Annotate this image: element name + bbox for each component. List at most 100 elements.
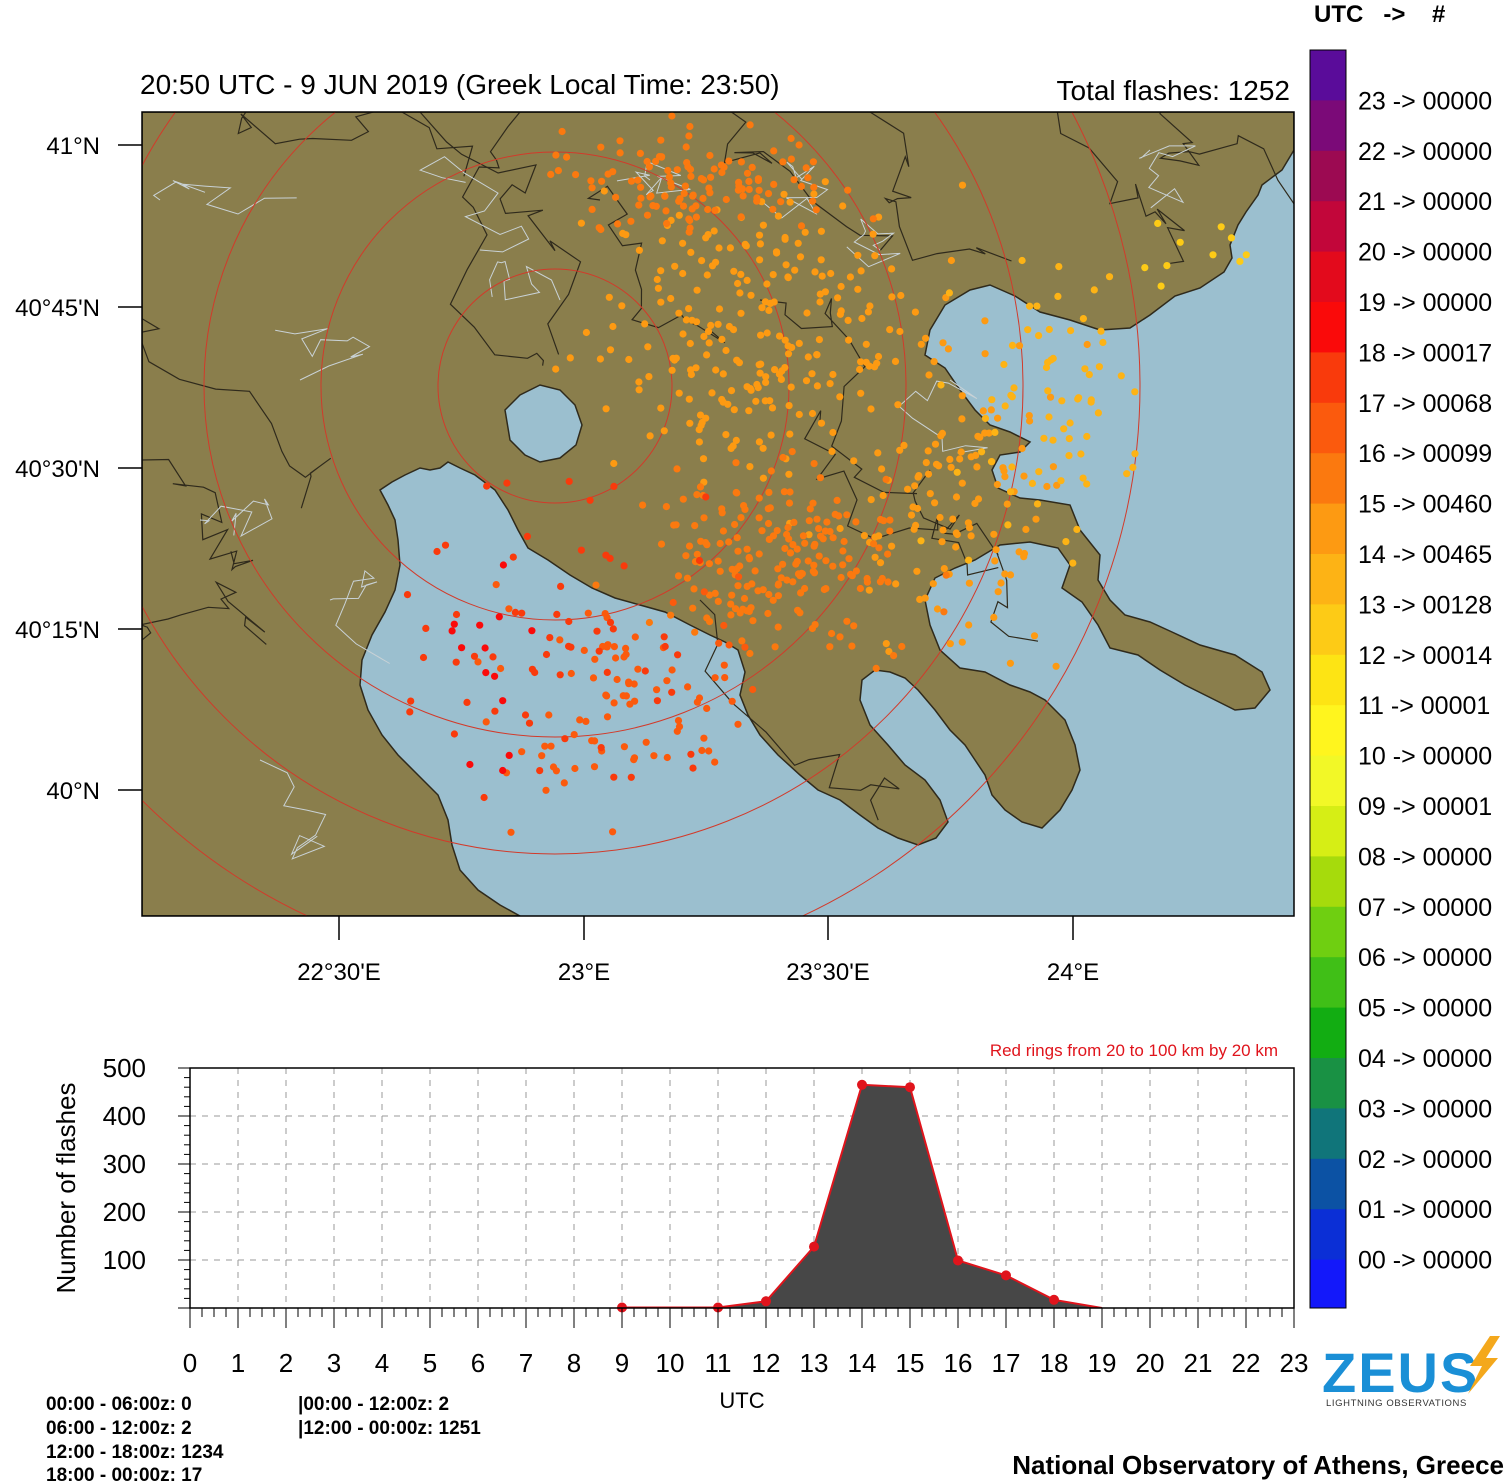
flash-marker — [625, 355, 633, 364]
flash-marker — [828, 629, 836, 638]
lon-tick-label-22-30: 22°30'E — [297, 959, 381, 986]
flash-marker — [809, 158, 818, 166]
flash-marker — [863, 574, 871, 583]
flash-marker — [497, 664, 505, 673]
histogram-point — [1001, 1270, 1011, 1281]
flash-marker — [1052, 662, 1060, 670]
flash-marker — [886, 516, 894, 524]
flash-marker — [505, 605, 513, 613]
flash-marker — [732, 436, 740, 444]
flash-marker — [725, 538, 733, 546]
flash-marker — [577, 546, 586, 554]
flash-marker — [981, 414, 990, 422]
road-line — [259, 759, 327, 860]
flash-marker — [476, 621, 484, 629]
flash-marker — [924, 447, 932, 455]
flash-marker — [819, 535, 827, 543]
color-legend: UTC -> # 23 -> 00000 22 -> 00000 21 -> 000… — [1309, 1, 1492, 1309]
flash-marker — [710, 165, 718, 173]
legend-swatch — [1310, 906, 1346, 958]
flash-marker — [1065, 435, 1073, 443]
flash-marker — [836, 633, 844, 641]
flash-marker — [896, 446, 904, 454]
flash-marker — [891, 357, 900, 365]
flash-marker — [840, 537, 848, 546]
flash-marker — [821, 178, 829, 186]
flash-marker — [882, 640, 890, 648]
flash-marker — [698, 746, 706, 755]
flash-marker — [764, 190, 773, 198]
flash-marker — [637, 183, 645, 191]
flash-marker — [704, 231, 712, 239]
flash-marker — [1018, 444, 1026, 453]
flash-marker — [712, 366, 720, 374]
legend-label: 11 -> 00001 — [1358, 692, 1490, 720]
flash-marker — [1001, 402, 1009, 410]
administrative-borders — [142, 112, 1294, 916]
flash-marker — [921, 594, 929, 602]
flash-marker — [958, 415, 966, 423]
border-line — [259, 915, 260, 916]
flash-marker — [720, 621, 728, 630]
flash-marker — [768, 404, 777, 412]
flash-marker — [734, 279, 742, 288]
flash-marker — [946, 640, 954, 648]
flash-marker — [817, 256, 825, 264]
legend-label: 10 -> 00000 — [1358, 743, 1492, 771]
flash-marker — [699, 455, 708, 463]
flash-marker — [848, 572, 856, 580]
road-line — [759, 161, 829, 219]
flash-marker — [796, 609, 804, 617]
flash-marker — [874, 352, 883, 361]
lon-tick-label-23: 23°E — [558, 959, 610, 986]
flash-marker — [755, 231, 764, 239]
flash-marker — [687, 366, 695, 374]
flash-marker — [884, 578, 892, 586]
flash-marker — [673, 465, 681, 473]
flash-marker — [597, 143, 605, 151]
flash-marker — [557, 582, 565, 591]
flash-marker — [682, 143, 690, 151]
flash-marker — [718, 509, 726, 517]
flash-marker — [811, 268, 819, 276]
flash-marker — [1015, 548, 1023, 556]
flash-marker — [720, 661, 728, 669]
flash-marker — [731, 605, 740, 613]
flash-marker — [991, 557, 999, 565]
legend-label: 20 -> 00000 — [1358, 239, 1492, 267]
flash-marker — [813, 351, 821, 359]
flash-marker — [797, 182, 806, 190]
flash-marker — [661, 642, 669, 651]
flash-marker — [671, 262, 679, 270]
flash-marker — [784, 342, 792, 350]
flash-marker — [645, 163, 654, 171]
flash-marker — [727, 600, 735, 608]
flash-marker — [871, 252, 879, 260]
flash-marker — [786, 488, 794, 496]
flash-marker — [801, 228, 809, 236]
flash-marker — [781, 233, 789, 242]
y-tick-label: 100 — [103, 1245, 146, 1275]
flash-marker — [572, 171, 580, 179]
flash-marker — [1209, 251, 1217, 259]
flash-marker — [940, 608, 948, 616]
flash-marker — [634, 665, 642, 673]
flash-marker — [707, 321, 715, 329]
flash-marker — [981, 350, 989, 358]
flash-marker — [878, 465, 886, 473]
flash-marker — [876, 515, 885, 524]
flash-marker — [722, 346, 730, 355]
flash-marker — [1049, 463, 1057, 471]
flash-marker — [567, 643, 575, 651]
flash-marker — [737, 158, 746, 166]
flash-marker — [643, 211, 652, 219]
flash-marker — [839, 561, 847, 569]
flash-marker — [691, 628, 699, 636]
flash-marker — [668, 112, 676, 120]
flash-marker — [635, 378, 643, 386]
flash-marker — [815, 525, 823, 533]
flash-marker — [704, 327, 713, 335]
border-line — [699, 599, 900, 821]
border-line — [1128, 112, 1294, 205]
flash-marker — [965, 579, 974, 587]
